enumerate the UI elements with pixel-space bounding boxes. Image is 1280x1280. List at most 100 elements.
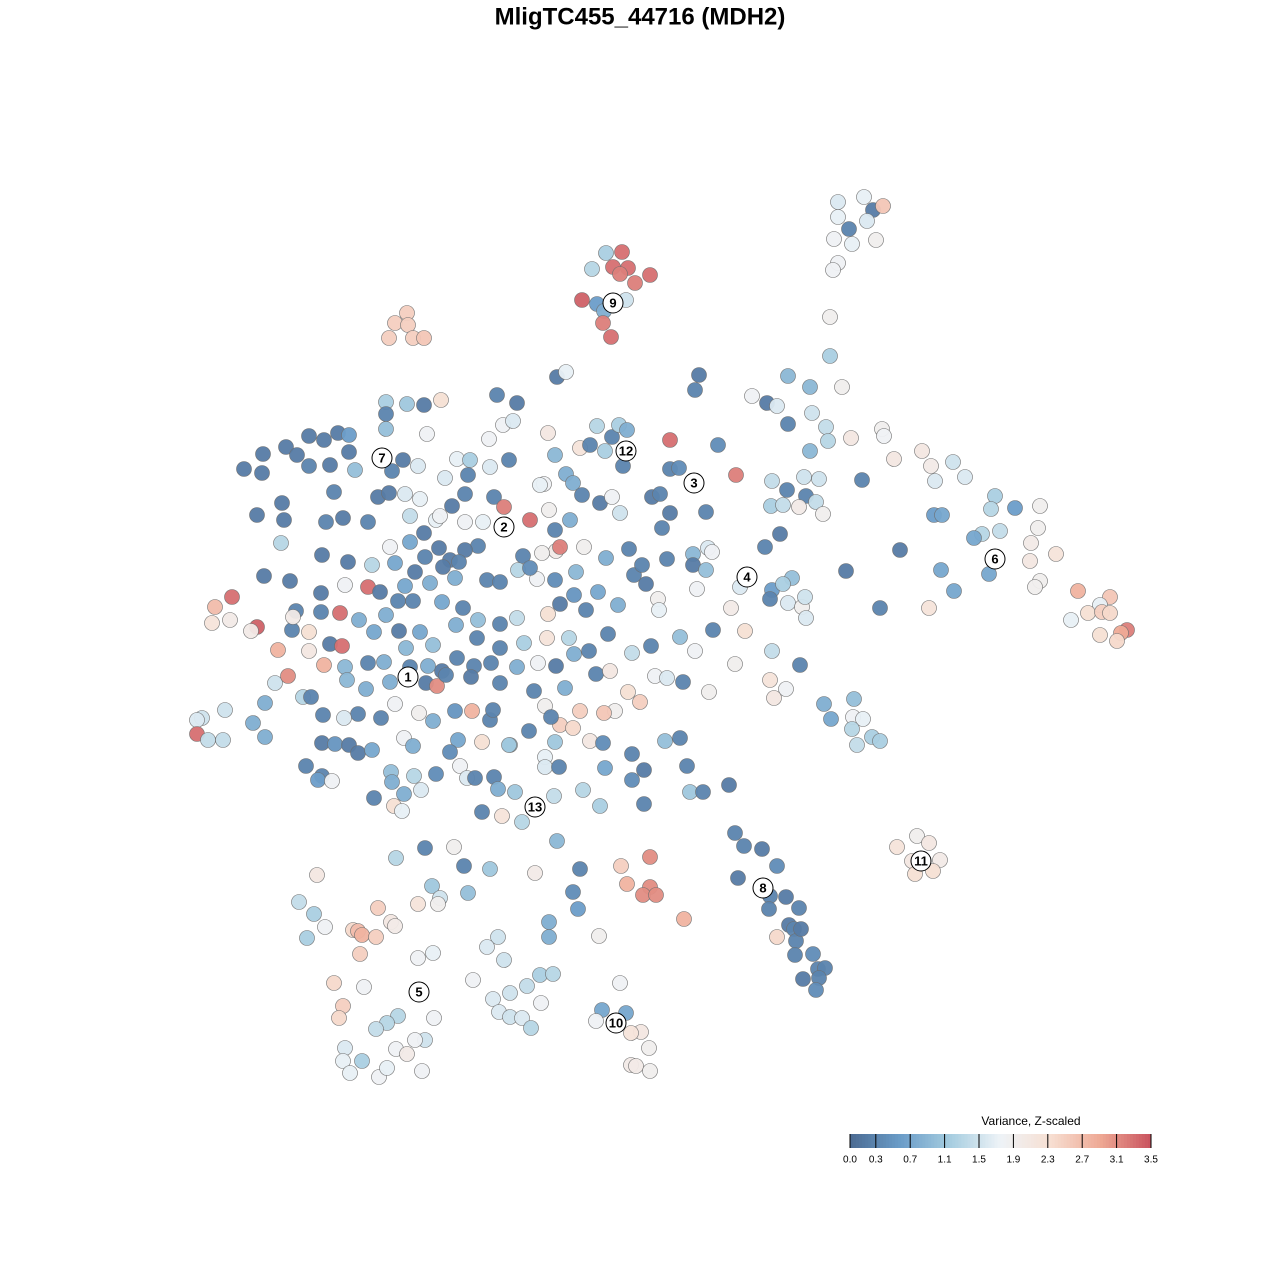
point xyxy=(636,796,652,812)
colorbar-step xyxy=(937,1134,941,1148)
point xyxy=(515,548,531,564)
point xyxy=(541,914,557,930)
point xyxy=(444,498,460,514)
point xyxy=(366,624,382,640)
point xyxy=(336,710,352,726)
point xyxy=(547,734,563,750)
colorbar-step xyxy=(1036,1134,1041,1148)
cluster-label: 1 xyxy=(404,669,411,684)
colorbar-step xyxy=(859,1134,863,1148)
point xyxy=(966,530,982,546)
point xyxy=(474,804,490,820)
point xyxy=(387,315,403,331)
point xyxy=(769,858,785,874)
point xyxy=(780,595,796,611)
colorbar-step xyxy=(922,1134,926,1148)
point xyxy=(825,262,841,278)
point xyxy=(501,737,517,753)
colorbar-tick-label: 0.7 xyxy=(903,1155,917,1166)
colorbar-step xyxy=(988,1134,992,1148)
point xyxy=(856,189,872,205)
point xyxy=(257,729,273,745)
point xyxy=(492,616,508,632)
point xyxy=(413,782,429,798)
point xyxy=(575,782,591,798)
colorbar-tick-label: 1.9 xyxy=(1006,1155,1020,1166)
point xyxy=(701,684,717,700)
point xyxy=(675,674,691,690)
point xyxy=(492,640,508,656)
point xyxy=(914,443,930,459)
point xyxy=(762,591,778,607)
point xyxy=(721,777,737,793)
point xyxy=(360,655,376,671)
point xyxy=(449,451,465,467)
point xyxy=(590,584,606,600)
point xyxy=(791,900,807,916)
point xyxy=(489,387,505,403)
point xyxy=(868,232,884,248)
point xyxy=(588,1013,604,1029)
point xyxy=(565,884,581,900)
point xyxy=(451,554,467,570)
colorbar-step xyxy=(1051,1134,1056,1148)
point xyxy=(431,540,447,556)
colorbar-step xyxy=(1015,1134,1020,1148)
point xyxy=(636,762,652,778)
point xyxy=(992,523,1008,539)
point xyxy=(598,550,614,566)
point xyxy=(215,732,231,748)
cluster-label: 8 xyxy=(759,880,766,895)
point xyxy=(596,705,612,721)
point xyxy=(808,494,824,510)
point xyxy=(381,330,397,346)
point xyxy=(612,975,628,991)
cluster-label: 3 xyxy=(690,475,697,490)
point xyxy=(435,559,451,575)
point xyxy=(532,967,548,983)
point xyxy=(416,330,432,346)
colorbar-step xyxy=(1090,1134,1095,1148)
point xyxy=(730,870,746,886)
point xyxy=(527,865,543,881)
colorbar-step xyxy=(973,1134,977,1148)
point xyxy=(945,454,961,470)
point xyxy=(826,231,842,247)
cluster-badge xyxy=(615,440,637,462)
point xyxy=(378,406,394,422)
point xyxy=(854,472,870,488)
point xyxy=(469,630,485,646)
point xyxy=(933,562,949,578)
point xyxy=(641,1040,657,1056)
point xyxy=(841,221,857,237)
point xyxy=(659,551,675,567)
colorbar-tick-label: 0.3 xyxy=(869,1155,883,1166)
point xyxy=(597,443,613,459)
colorbar-step xyxy=(931,1134,935,1148)
point xyxy=(546,788,562,804)
point xyxy=(470,612,486,628)
colorbar-step xyxy=(991,1134,995,1148)
point xyxy=(927,473,943,489)
point xyxy=(570,901,586,917)
point xyxy=(983,501,999,517)
colorbar-step xyxy=(1078,1134,1083,1148)
colorbar-step xyxy=(1147,1134,1152,1148)
point xyxy=(322,457,338,473)
point xyxy=(802,379,818,395)
point xyxy=(727,825,743,841)
point xyxy=(267,675,283,691)
point xyxy=(301,624,317,640)
point xyxy=(568,564,584,580)
colorbar-step xyxy=(1060,1134,1065,1148)
point xyxy=(566,587,582,603)
point xyxy=(522,512,538,528)
point xyxy=(838,563,854,579)
point xyxy=(490,929,506,945)
point xyxy=(433,392,449,408)
point xyxy=(775,576,791,592)
point xyxy=(728,467,744,483)
colorbar-step xyxy=(955,1134,959,1148)
